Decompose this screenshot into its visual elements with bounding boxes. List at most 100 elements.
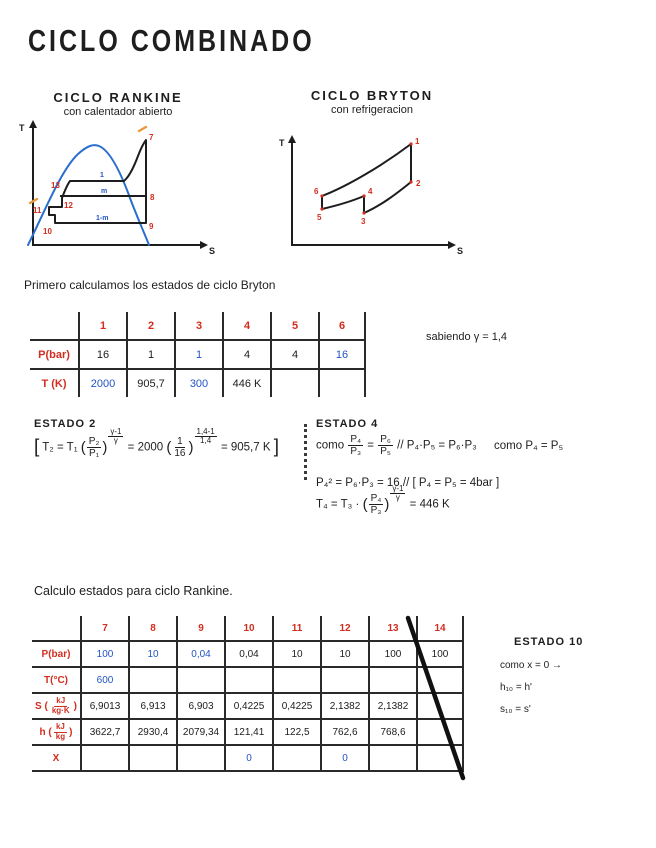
column-header: 12 [320, 616, 368, 640]
table-cell: 762,6 [320, 720, 368, 744]
x-axis-arrow-icon [448, 241, 456, 249]
axes [291, 140, 452, 246]
fraction-denominator: P₃ [350, 446, 362, 457]
brayton-states-table: 1 2 3 4 5 6 P(bar) 16 1 1 4 4 16 T (K) 2000 905,7 300 446… [30, 312, 366, 397]
fraction-denominator: 16 [174, 448, 186, 459]
brayton-diagram-header: CICLO BRYTON con refrigeracion [292, 88, 452, 118]
table-cell: 3622,7 [80, 720, 128, 744]
table-cell: 10 [272, 642, 320, 666]
flow-label-1-m: 1-m [96, 215, 108, 222]
brayton-ts-diagram: T S 1 2 3 4 5 6 [279, 135, 463, 256]
exp-denominator: 1,4 [200, 436, 212, 446]
table-cell: 1 [126, 341, 174, 368]
column-header: 13 [368, 616, 416, 640]
y-axis-label: T [279, 138, 285, 148]
column-header: 4 [222, 312, 270, 339]
y-axis-arrow-icon [29, 120, 37, 128]
eq-term: como [316, 439, 345, 452]
label-pre: S ( [35, 700, 48, 712]
eq-term: como P₄ = P₅ [494, 439, 564, 452]
fraction-numerator: P₄ [348, 434, 364, 446]
open-paren: ( [166, 439, 172, 456]
table-cell [320, 668, 368, 692]
exponent: γ-1 γ [107, 427, 124, 446]
column-header: 7 [80, 616, 128, 640]
state-label-7: 7 [149, 133, 154, 142]
exp-denominator: γ [113, 436, 118, 446]
state-label-11: 11 [33, 206, 42, 215]
table-cell: 121,41 [224, 720, 272, 744]
table-cell: 1 [174, 341, 222, 368]
table-cell [416, 746, 464, 770]
column-header: 5 [270, 312, 318, 339]
x-axis-label: S [209, 246, 215, 256]
table-cell [272, 746, 320, 770]
state-dot-5 [320, 207, 324, 211]
estado2-heading: ESTADO 2 [34, 418, 97, 430]
axes [32, 124, 204, 246]
eq-term: = 2000 [127, 441, 164, 454]
rankine-subtitle: con calentador abierto [63, 106, 173, 119]
brayton-title: CICLO BRYTON [310, 88, 434, 103]
fraction-numerator: P₆ [378, 434, 393, 446]
table-cell: 100 [416, 642, 464, 666]
table-cell [80, 746, 128, 770]
label-post: ) [73, 700, 77, 712]
fraction: 1 16 [172, 436, 187, 459]
row-label: P(bar) [38, 348, 70, 361]
rankine-ts-diagram: T S 7 8 9 10 11 12 13 1 m 1-m [19, 120, 215, 256]
fraction-numerator: P₂ [86, 436, 102, 448]
state-label-12: 12 [64, 201, 73, 210]
table-corner [30, 312, 78, 339]
table-cell: 122,5 [272, 720, 320, 744]
estado10-line1: como x = 0 → [500, 660, 562, 671]
flow-label-1: 1 [100, 172, 104, 179]
column-header: 10 [224, 616, 272, 640]
rankine-intro-text: Calculo estados para ciclo Rankine. [34, 584, 233, 598]
rankine-title: CICLO RANKINE [53, 90, 183, 105]
eq-term: // P₄·P₅ = P₆·P₃ [397, 439, 477, 452]
state-label-4: 4 [368, 187, 373, 196]
table-cell: 2,1382 [320, 694, 368, 718]
state-label-8: 8 [150, 193, 155, 202]
dotted-separator [304, 424, 307, 480]
estado2-equation: [ T₂ = T₁ (P₂ P₁) γ-1 γ = 2000 (1 16) 1,4-1 1,… [34, 427, 279, 459]
state-dot-2 [409, 180, 413, 184]
table-row: T (K) 2000 905,7 300 446 K [30, 368, 366, 397]
y-axis-arrow-icon [288, 135, 296, 143]
rankine-states-table: 7 8 9 10 11 12 13 14 P(bar) 100 10 0,04 0,04 10 10 100 1… [32, 616, 464, 772]
table-row: T(°C) 600 [32, 666, 464, 692]
fraction: P₆ P₅ [378, 434, 393, 457]
table-cell: 0,4225 [224, 694, 272, 718]
eq-result: = 446 K [409, 498, 450, 511]
column-header: 14 [416, 616, 464, 640]
table-cell [270, 370, 318, 397]
state-label-3: 3 [361, 217, 366, 226]
estado10-heading: ESTADO 10 [514, 636, 584, 648]
fraction-denominator: kg·K [51, 705, 70, 715]
estado10-line2: h₁₀ = h' [500, 682, 532, 693]
table-cell [318, 370, 366, 397]
table-cell [128, 668, 176, 692]
fraction-numerator: 1 [175, 436, 185, 448]
fraction-numerator: kJ [53, 722, 67, 733]
table-cell: 768,6 [368, 720, 416, 744]
state-label-2: 2 [416, 179, 421, 188]
x-axis-label: S [457, 246, 463, 256]
table-row: P(bar) 16 1 1 4 4 16 [30, 339, 366, 368]
state-label-10: 10 [43, 227, 52, 236]
saturation-dome [27, 144, 150, 246]
y-axis-label: T [19, 123, 25, 133]
table-cell: 2000 [78, 370, 126, 397]
table-cell: 4 [270, 341, 318, 368]
estado10-block: ESTADO 10 como x = 0 → h₁₀ = h' s₁₀ = s' [500, 636, 583, 726]
table-cell [128, 746, 176, 770]
column-header: 2 [126, 312, 174, 339]
table-row: h (kJ kg) 3622,7 2930,4 2079,34 121,41 122,5 76… [32, 718, 464, 744]
table-cell [416, 668, 464, 692]
label-fraction: kJ kg·K [50, 696, 72, 715]
table-row: X 0 0 [32, 744, 464, 772]
fraction: P₄ P₃ [368, 493, 384, 516]
eq-result: = 905,7 K [220, 441, 271, 454]
